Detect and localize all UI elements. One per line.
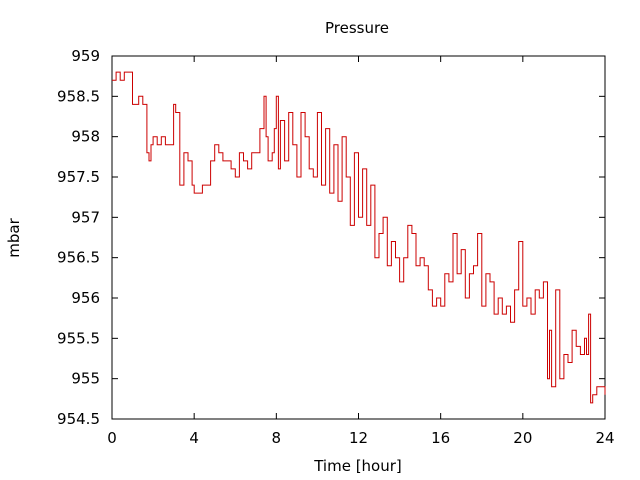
x-tick-label: 16: [431, 429, 450, 447]
x-tick-label: 8: [272, 429, 282, 447]
y-tick-label: 958.5: [57, 87, 100, 105]
y-tick-label: 956: [71, 289, 100, 307]
y-tick-label: 955.5: [57, 329, 100, 347]
y-tick-label: 958: [71, 128, 100, 146]
chart-title: Pressure: [325, 19, 389, 37]
x-tick-label: 0: [107, 429, 117, 447]
x-axis-label: Time [hour]: [313, 457, 402, 475]
x-tick-label: 12: [349, 429, 368, 447]
y-tick-label: 957.5: [57, 168, 100, 186]
y-tick-label: 959: [71, 47, 100, 65]
x-tick-label: 20: [513, 429, 532, 447]
plot-area-frame: [111, 55, 606, 420]
y-tick-label: 955: [71, 370, 100, 388]
y-axis: 954.5 955 955.5 956 956.5 957 957.5 958 958.5 959: [57, 47, 605, 428]
y-tick-label: 954.5: [57, 410, 100, 428]
y-tick-label: 957: [71, 208, 100, 226]
x-axis: 0 4 8 12 16 20 24: [107, 56, 615, 447]
y-tick-label: 956.5: [57, 249, 100, 267]
x-tick-label: 4: [189, 429, 199, 447]
pressure-series-line: [112, 71, 606, 404]
y-axis-label: mbar: [5, 217, 23, 257]
x-tick-label: 24: [595, 429, 614, 447]
